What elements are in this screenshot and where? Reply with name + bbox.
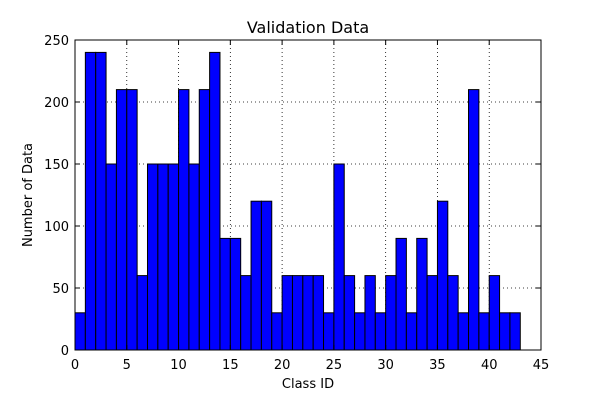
bar-class-15 [229,237,242,351]
bar-class-19 [271,312,283,351]
y-axis: 0 50 100 150 200 250 [44,34,541,359]
bar-class-23 [312,275,325,351]
bar-class-3 [105,163,117,351]
x-tick-label: 0 [71,358,79,373]
bar-class-21 [291,275,304,351]
x-tick-label: 5 [123,358,131,373]
bar-class-5 [126,89,138,351]
bar-class-39 [478,312,490,351]
y-tick-label: 250 [44,34,69,49]
bar-class-10 [178,89,190,351]
bar-class-18 [260,200,273,351]
bar-class-9 [167,163,180,351]
bar-class-34 [426,275,438,351]
bar-class-41 [499,312,511,351]
y-tick-label: 0 [61,344,69,359]
bar-class-8 [157,163,169,351]
y-tick-label: 50 [52,282,69,297]
x-axis-title: Class ID [282,377,334,392]
x-tick-label: 40 [481,358,498,373]
bar-class-33 [416,237,428,351]
bar-class-13 [209,51,221,351]
bar-class-32 [405,312,418,351]
bar-class-14 [219,237,231,351]
x-tick-label: 25 [326,358,343,373]
y-tick-label: 100 [44,220,69,235]
bar-class-12 [198,89,211,351]
bar-class-1 [84,51,97,351]
x-tick-label: 15 [222,358,239,373]
bar-class-30 [385,275,397,351]
bar-class-4 [115,89,128,351]
x-tick-label: 45 [533,358,550,373]
bar-class-22 [302,275,314,351]
bar-class-37 [457,312,470,351]
bar-class-17 [250,200,262,351]
chart-title: Validation Data [247,18,369,37]
bar-class-2 [95,51,107,351]
plot-frame [74,39,542,351]
bar-class-25 [333,163,345,351]
bar-class-16 [240,275,252,351]
bars [74,51,521,351]
bar-class-0 [74,312,86,351]
bar-class-6 [136,275,148,351]
bar-class-40 [488,275,501,351]
bar-class-11 [188,163,200,351]
bar-class-38 [468,89,480,351]
x-tick-label: 35 [429,358,446,373]
bar-class-35 [436,200,449,351]
bar-class-42 [509,312,521,351]
y-tick-label: 150 [44,158,69,173]
bar-class-24 [323,312,335,351]
x-tick-label: 10 [170,358,187,373]
bar-class-28 [364,275,376,351]
bar-class-31 [395,237,407,351]
bar-class-29 [374,312,387,351]
bar-class-27 [354,312,366,351]
y-tick-label: 200 [44,96,69,111]
bar-class-20 [281,275,293,351]
y-axis-title: Number of Data [21,143,36,247]
x-tick-label: 30 [377,358,394,373]
x-tick-label: 20 [274,358,291,373]
bar-class-26 [343,275,356,351]
bar-class-36 [447,275,459,351]
bar-class-7 [146,163,159,351]
x-axis: 0 5 10 15 20 25 30 35 40 45 [71,40,549,373]
